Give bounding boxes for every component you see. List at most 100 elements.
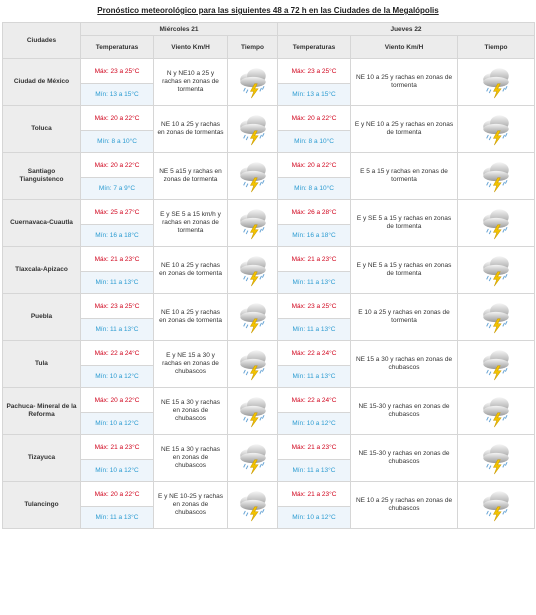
table-row: Mín: 11 a 13°C Mín: 10 a 12°C [3,506,535,529]
min-temp: Mín: 8 a 10°C [80,130,154,153]
max-temp: Máx: 21 a 23°C [277,481,351,507]
wind-forecast: NE 10 a 25 y rachas en zonas de tormenta… [153,105,228,153]
city-name: Cuernavaca-Cuautla [2,199,81,247]
day1-header: Miércoles 21 [80,22,278,36]
min-temp: Mín: 13 a 15°C [277,83,351,106]
max-temp: Máx: 20 a 22°C [277,105,351,131]
table-row: Mín: 11 a 13°C Mín: 11 a 13°C [3,271,535,294]
wind-forecast: NE 15 a 30 y rachas en zonas de chubasco… [153,387,228,435]
table-row: Mín: 13 a 15°C Mín: 13 a 15°C [3,83,535,106]
max-temp: Máx: 21 a 23°C [80,434,154,460]
wind-forecast: NE 10 a 25 y rachas en zonas de tormenta [153,246,228,294]
weather-cell [227,152,278,200]
table-row: Tula Máx: 22 a 24°C E y NE 15 a 30 y racha… [2,340,536,388]
table-row: Tizayuca Máx: 21 a 23°C NE 15 a 30 y racha… [2,434,536,482]
page-title: Pronóstico meteorológico para las siguie… [97,6,439,15]
weather-cell [456,340,536,388]
min-temp: Mín: 11 a 13°C [277,271,351,294]
min-temp: Mín: 11 a 13°C [277,318,351,341]
forecast-table: Ciudades Miércoles 21 Jueves 22 Temperat… [2,22,536,529]
weather-cell [227,340,278,388]
min-temp: Mín: 10 a 12°C [80,412,154,435]
weather-cell [227,58,278,106]
max-temp: Máx: 23 a 25°C [277,58,351,84]
storm-cloud-icon [459,488,534,522]
weather-cell [227,246,278,294]
table-row: Mín: 11 a 13°C Mín: 11 a 13°C [3,318,535,341]
max-temp: Máx: 20 a 22°C [80,105,154,131]
min-temp: Mín: 11 a 13°C [277,365,351,388]
storm-cloud-icon [229,394,277,428]
max-temp: Máx: 26 a 28°C [277,199,351,225]
storm-cloud-icon [229,112,277,146]
wind-forecast: E y SE 5 a 15 y rachas en zonas de torme… [350,199,458,247]
min-temp: Mín: 10 a 12°C [277,506,351,529]
min-temp: Mín: 11 a 13°C [80,318,154,341]
city-name: Santiago Tianguistenco [2,152,81,200]
max-temp: Máx: 21 a 23°C [277,434,351,460]
weather-cell [456,481,536,529]
table-row: Mín: 10 a 12°C Mín: 11 a 13°C [3,459,535,482]
wind-forecast: NE 10 a 25 y rachas en zonas de chubasco… [350,481,458,529]
storm-cloud-icon [229,441,277,475]
min-temp: Mín: 16 a 18°C [80,224,154,247]
max-temp: Máx: 23 a 25°C [277,293,351,319]
storm-cloud-icon [459,347,534,381]
min-temp: Mín: 10 a 12°C [277,412,351,435]
weather-cell [227,199,278,247]
day1-wind-header: Viento Km/H [153,35,228,59]
weather-cell [456,434,536,482]
min-temp: Mín: 8 a 10°C [277,130,351,153]
storm-cloud-icon [459,394,534,428]
min-temp: Mín: 10 a 12°C [80,459,154,482]
wind-forecast: NE 10 a 25 y rachas en zonas de tormenta [153,293,228,341]
max-temp: Máx: 21 a 23°C [277,246,351,272]
city-name: Tizayuca [2,434,81,482]
city-name: Puebla [2,293,81,341]
wind-forecast: E y SE 5 a 15 km/h y rachas en zonas de … [153,199,228,247]
wind-forecast: E y NE 5 a 15 y rachas en zonas de torme… [350,246,458,294]
table-row: Pachuca- Mineral de la Reforma Máx: 20 a … [2,387,536,435]
weather-cell [456,387,536,435]
day1-weather-header: Tiempo [227,35,278,59]
day1-temp-header: Temperaturas [80,35,154,59]
storm-cloud-icon [229,300,277,334]
storm-cloud-icon [229,253,277,287]
max-temp: Máx: 22 a 24°C [277,387,351,413]
city-name: Tula [2,340,81,388]
max-temp: Máx: 21 a 23°C [80,246,154,272]
weather-cell [227,293,278,341]
weather-cell [456,199,536,247]
max-temp: Máx: 20 a 22°C [80,481,154,507]
wind-forecast: NE 5 a15 y rachas en zonas de tormenta [153,152,228,200]
weather-cell [456,152,536,200]
max-temp: Máx: 25 a 27°C [80,199,154,225]
table-row: Tulancingo Máx: 20 a 22°C E y NE 10-25 y r… [2,481,536,529]
table-row: Ciudad de México Máx: 23 a 25°C N y NE10 a… [2,58,536,106]
city-name: Tlaxcala-Apizaco [2,246,81,294]
weather-cell [227,105,278,153]
table-row: Tlaxcala-Apizaco Máx: 21 a 23°C NE 10 a 25… [2,246,536,294]
max-temp: Máx: 23 a 25°C [80,293,154,319]
storm-cloud-icon [459,65,534,99]
wind-forecast: E 10 a 25 y rachas en zonas de tormenta [350,293,458,341]
weather-cell [227,481,278,529]
table-row: Mín: 8 a 10°C Mín: 8 a 10°C [3,130,535,153]
min-temp: Mín: 11 a 13°C [277,459,351,482]
storm-cloud-icon [459,253,534,287]
storm-cloud-icon [229,347,277,381]
min-temp: Mín: 8 a 10°C [277,177,351,200]
wind-forecast: E 5 a 15 y rachas en zonas de tormenta [350,152,458,200]
table-row: Puebla Máx: 23 a 25°C NE 10 a 25 y rachas … [2,293,536,341]
min-temp: Mín: 11 a 13°C [80,271,154,294]
storm-cloud-icon [229,159,277,193]
city-name: Tulancingo [2,481,81,529]
wind-forecast: E y NE 15 a 30 y rachas en zonas de chub… [153,340,228,388]
day2-wind-header: Viento Km/H [350,35,458,59]
weather-cell [227,387,278,435]
day2-temp-header: Temperaturas [277,35,351,59]
day2-weather-header: Tiempo [456,35,536,59]
city-name: Ciudad de México [2,58,81,106]
wind-forecast: E y NE 10-25 y rachas en zonas de chubas… [153,481,228,529]
weather-cell [456,246,536,294]
